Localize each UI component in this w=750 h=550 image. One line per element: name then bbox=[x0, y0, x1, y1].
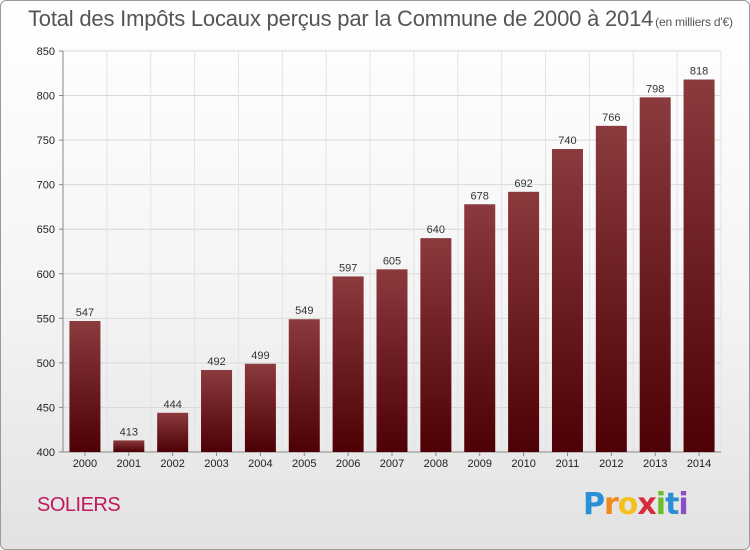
proxiti-logo[interactable]: Proxiti bbox=[583, 487, 689, 522]
bar-value-label: 413 bbox=[120, 426, 138, 438]
y-axis-labels: 400 450 500 550 600 650 700 750 800 850 bbox=[37, 46, 55, 459]
bar bbox=[69, 321, 101, 452]
logo-letter: i bbox=[655, 487, 666, 522]
logo-letter: i bbox=[678, 487, 688, 522]
bar-value-label: 678 bbox=[471, 190, 489, 202]
x-tick-label: 2011 bbox=[556, 458, 580, 470]
x-tick-label: 2012 bbox=[599, 458, 623, 470]
bar bbox=[157, 412, 189, 452]
y-tick-label: 800 bbox=[37, 91, 55, 103]
x-tick-label: 2014 bbox=[687, 458, 711, 470]
y-tick-label: 500 bbox=[37, 358, 55, 370]
bar-value-label: 692 bbox=[514, 178, 532, 190]
bar bbox=[201, 370, 233, 452]
logo-letter: P bbox=[583, 487, 605, 522]
x-tick-label: 2007 bbox=[380, 458, 404, 470]
bar bbox=[244, 363, 276, 452]
bar bbox=[376, 269, 408, 452]
bar bbox=[420, 238, 452, 452]
y-tick-label: 750 bbox=[37, 135, 55, 147]
bar-value-label: 798 bbox=[646, 83, 664, 95]
bar bbox=[464, 204, 496, 452]
bar-value-label: 547 bbox=[76, 307, 94, 319]
bar bbox=[551, 149, 583, 452]
x-tick-label: 2003 bbox=[204, 458, 228, 470]
bar bbox=[639, 97, 671, 453]
y-tick-label: 850 bbox=[37, 46, 55, 58]
x-tick-label: 2002 bbox=[160, 458, 184, 470]
bar bbox=[595, 125, 627, 452]
bar-value-label: 499 bbox=[251, 350, 269, 362]
x-tick-label: 2008 bbox=[424, 458, 448, 470]
logo-letter: r bbox=[604, 487, 619, 522]
bar-value-label: 818 bbox=[690, 66, 708, 78]
bar-value-label: 597 bbox=[339, 262, 357, 274]
x-tick-label: 2005 bbox=[292, 458, 316, 470]
logo-letter: o bbox=[617, 487, 639, 522]
bar bbox=[508, 191, 540, 452]
bar-value-label: 766 bbox=[602, 112, 620, 124]
bars bbox=[69, 79, 715, 453]
y-tick-label: 450 bbox=[37, 402, 55, 414]
logo-letter: t bbox=[665, 487, 679, 522]
x-tick-label: 2000 bbox=[73, 458, 97, 470]
bar-value-label: 740 bbox=[558, 135, 576, 147]
x-tick-label: 2013 bbox=[643, 458, 667, 470]
y-tick-label: 400 bbox=[37, 447, 55, 459]
x-tick-label: 2001 bbox=[117, 458, 141, 470]
chart-title-text: Total des Impôts Locaux perçus par la Co… bbox=[28, 6, 654, 31]
commune-name: SOLIERS bbox=[37, 494, 121, 516]
y-tick-label: 600 bbox=[37, 269, 55, 281]
y-tick-label: 650 bbox=[37, 224, 55, 236]
bar bbox=[288, 319, 320, 452]
x-tick-label: 2006 bbox=[336, 458, 360, 470]
logo-letter: x bbox=[637, 487, 656, 522]
bar-value-label: 640 bbox=[427, 224, 445, 236]
value-labels: 547 413 444 492 499 549 597 605 640 678 692 740 766 7… bbox=[76, 66, 708, 439]
x-tick-label: 2009 bbox=[467, 458, 491, 470]
bar bbox=[332, 276, 364, 452]
x-tick-label: 2004 bbox=[248, 458, 272, 470]
chart-title: Total des Impôts Locaux perçus par la Co… bbox=[28, 6, 733, 32]
x-tick-label: 2010 bbox=[511, 458, 535, 470]
y-tick-label: 550 bbox=[37, 313, 55, 325]
y-tick-label: 700 bbox=[37, 180, 55, 192]
x-axis-labels: 2000 2001 2002 2003 2004 2005 2006 2007 2008 2009… bbox=[73, 458, 712, 470]
bar bbox=[683, 79, 715, 452]
bar bbox=[113, 440, 145, 452]
bar-value-label: 605 bbox=[383, 255, 401, 267]
bar-value-label: 492 bbox=[207, 356, 225, 368]
chart-unit: (en milliers d'€) bbox=[655, 15, 733, 29]
bar-value-label: 444 bbox=[163, 399, 181, 411]
bar-value-label: 549 bbox=[295, 305, 313, 317]
